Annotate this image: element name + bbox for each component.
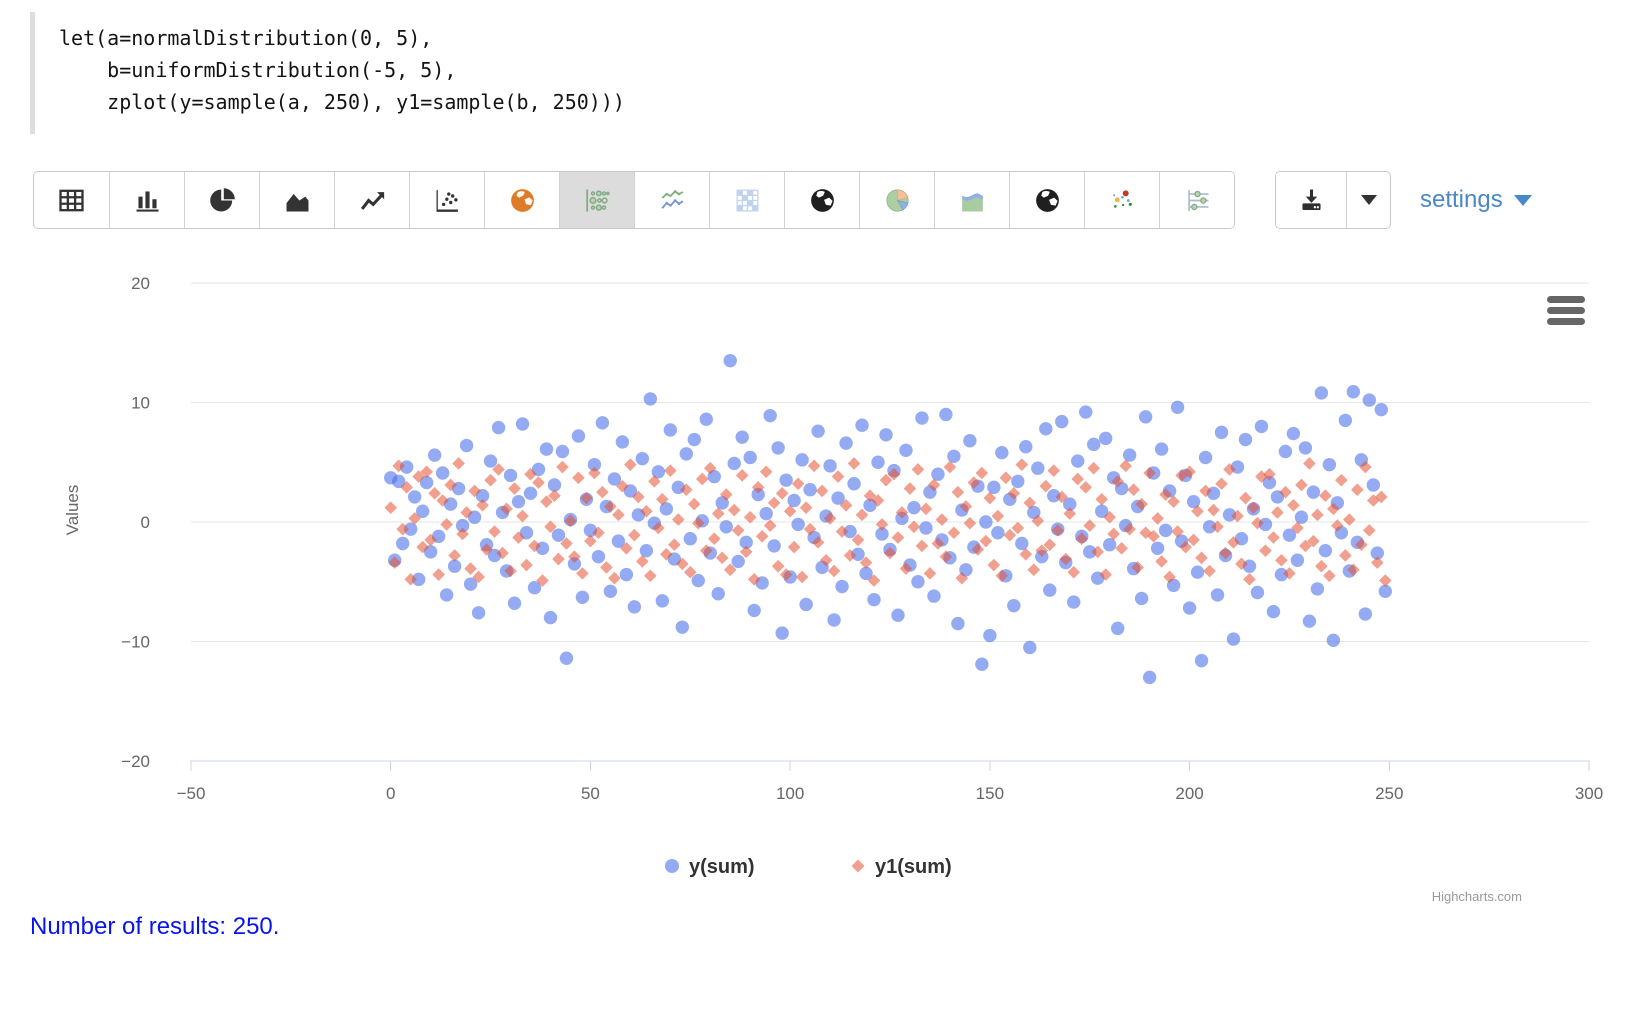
multi-line-chart-button[interactable] — [634, 172, 709, 228]
series-y1sum-points[interactable] — [384, 457, 1392, 587]
svg-text:10: 10 — [131, 394, 150, 413]
globe-dark-button[interactable] — [784, 172, 859, 228]
y-axis-title: Values — [63, 485, 82, 536]
highcharts-scatter-chart: 20 10 0 −10 −20 −50 0 50 100 150 200 250 300 Values y(… — [0, 250, 1642, 915]
x-axis-labels: −50 0 50 100 150 200 250 300 — [177, 784, 1604, 803]
legend-item-y1sum[interactable]: y1(sum) — [851, 856, 952, 878]
code-editor[interactable]: let(a=normalDistribution(0, 5), b=unifor… — [30, 12, 625, 134]
line-chart-button[interactable] — [334, 172, 409, 228]
download-button-group — [1275, 171, 1391, 229]
scatter-colored-icon — [1107, 185, 1138, 216]
area-chart-colored-button[interactable] — [934, 172, 1009, 228]
pie-chart-colored-button[interactable] — [859, 172, 934, 228]
chart-toolbar: settings — [0, 171, 1642, 229]
table-button[interactable] — [34, 172, 109, 228]
parallel-coordinates-button[interactable] — [1159, 172, 1234, 228]
heatmap-button[interactable] — [709, 172, 784, 228]
bubble-chart-button[interactable] — [559, 172, 634, 228]
globe-dark-2-button[interactable] — [1009, 172, 1084, 228]
bar-chart-icon — [132, 185, 163, 216]
chart-type-button-group — [33, 171, 1235, 229]
svg-text:300: 300 — [1575, 784, 1603, 803]
bar-chart-button[interactable] — [109, 172, 184, 228]
legend-item-ysum[interactable]: y(sum) — [665, 856, 755, 878]
svg-text:y(sum): y(sum) — [689, 856, 755, 878]
svg-text:y1(sum): y1(sum) — [875, 856, 952, 878]
svg-text:0: 0 — [386, 784, 395, 803]
world-map-orange-icon — [507, 185, 538, 216]
pie-chart-button[interactable] — [184, 172, 259, 228]
chart-context-menu-button[interactable] — [1547, 296, 1585, 325]
download-options-button[interactable] — [1346, 172, 1390, 228]
line-chart-icon — [357, 185, 388, 216]
globe-dark-icon — [807, 185, 838, 216]
svg-text:0: 0 — [141, 513, 150, 532]
download-icon — [1296, 185, 1327, 216]
pie-chart-icon — [207, 185, 238, 216]
results-count: Number of results: 250. — [30, 913, 280, 940]
world-map-orange-button[interactable] — [484, 172, 559, 228]
svg-text:100: 100 — [776, 784, 804, 803]
gridlines — [191, 282, 1589, 642]
svg-text:20: 20 — [131, 274, 150, 293]
globe-dark-2-icon — [1032, 185, 1063, 216]
svg-text:−20: −20 — [121, 752, 150, 771]
svg-text:−10: −10 — [121, 633, 150, 652]
settings-dropdown[interactable]: settings — [1420, 171, 1532, 229]
bubble-chart-icon — [582, 185, 613, 216]
parallel-coordinates-icon — [1182, 185, 1213, 216]
highcharts-credit[interactable]: Highcharts.com — [1432, 889, 1522, 904]
heatmap-icon — [732, 185, 763, 216]
x-axis — [190, 760, 1590, 771]
svg-text:150: 150 — [976, 784, 1004, 803]
settings-caret-icon — [1513, 194, 1532, 206]
scatter-plot-icon — [432, 185, 463, 216]
scatter-plot-button[interactable] — [409, 172, 484, 228]
svg-text:−50: −50 — [177, 784, 206, 803]
area-chart-colored-icon — [957, 185, 988, 216]
pie-chart-colored-icon — [882, 185, 913, 216]
svg-text:250: 250 — [1375, 784, 1403, 803]
settings-label: settings — [1420, 186, 1503, 213]
series-ysum-points[interactable] — [384, 353, 1392, 685]
code-text: let(a=normalDistribution(0, 5), b=unifor… — [59, 26, 625, 114]
svg-text:50: 50 — [581, 784, 600, 803]
svg-text:200: 200 — [1175, 784, 1203, 803]
chevron-down-icon — [1360, 195, 1377, 205]
scatter-colored-button[interactable] — [1084, 172, 1159, 228]
area-chart-button[interactable] — [259, 172, 334, 228]
multi-line-chart-icon — [657, 185, 688, 216]
table-icon — [56, 185, 87, 216]
area-chart-icon — [282, 185, 313, 216]
y-axis-labels: 20 10 0 −10 −20 — [121, 274, 150, 771]
download-button[interactable] — [1276, 172, 1346, 228]
